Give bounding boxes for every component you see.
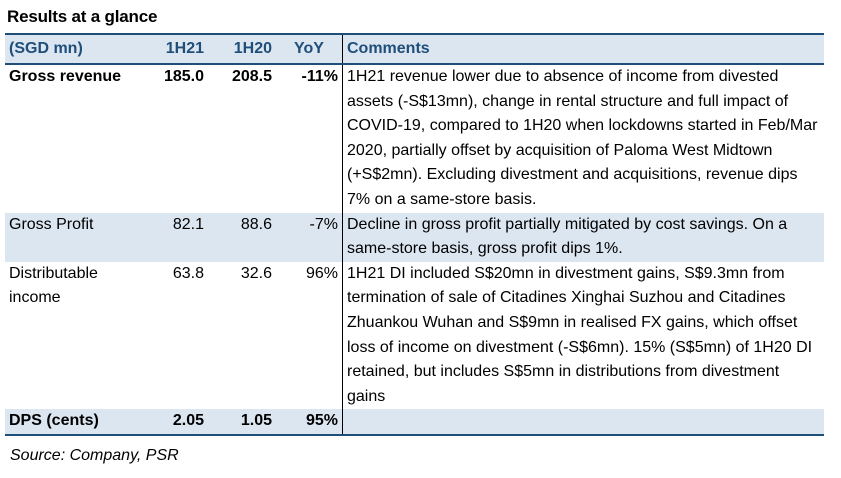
row-label: Gross Profit bbox=[5, 212, 141, 262]
value-1h20: 88.6 bbox=[208, 212, 276, 262]
row-comment: Decline in gross profit partially mitiga… bbox=[342, 212, 824, 262]
page-title: Results at a glance bbox=[7, 7, 158, 26]
row-comment: 1H21 DI included S$20mn in divestment ga… bbox=[347, 264, 813, 405]
table-header-row: (SGD mn) 1H21 1H20 YoY Comments bbox=[5, 33, 824, 65]
source-note: Source: Company, PSR bbox=[10, 447, 179, 464]
header-sgd-mn: (SGD mn) bbox=[5, 33, 141, 65]
row-label: DPS (cents) bbox=[5, 409, 141, 436]
value-yoy: 96% bbox=[276, 261, 343, 410]
results-table: (SGD mn) 1H21 1H20 YoY Comments Gross re… bbox=[5, 33, 824, 436]
value-yoy: -7% bbox=[276, 212, 343, 262]
value-1h20: 208.5 bbox=[231, 68, 272, 85]
header-1h21: 1H21 bbox=[141, 33, 208, 65]
value-yoy: 95% bbox=[276, 409, 343, 436]
value-1h20: 1.05 bbox=[208, 409, 276, 436]
header-1h20: 1H20 bbox=[208, 33, 276, 65]
table-row: DPS (cents) 2.05 1.05 95% bbox=[5, 409, 824, 436]
table-row: Gross revenue 185.0 208.5 -11% 1H21 reve… bbox=[5, 64, 824, 213]
table-row: Gross Profit 82.1 88.6 -7% Decline in gr… bbox=[5, 212, 824, 262]
row-comment bbox=[342, 409, 824, 436]
value-1h21: 82.1 bbox=[141, 212, 208, 262]
row-comment: 1H21 revenue lower due to absence of inc… bbox=[347, 68, 818, 208]
value-yoy: -11% bbox=[276, 64, 343, 213]
row-label: Distributable income bbox=[9, 264, 98, 307]
value-1h21: 185.0 bbox=[163, 68, 204, 85]
table-row: Distributable income 63.8 32.6 96% 1H21 … bbox=[5, 261, 824, 410]
header-yoy: YoY bbox=[276, 33, 343, 65]
header-comments: Comments bbox=[342, 33, 824, 65]
value-1h21: 63.8 bbox=[172, 264, 204, 282]
value-1h21: 2.05 bbox=[141, 409, 208, 436]
value-1h20: 32.6 bbox=[240, 264, 272, 282]
row-label: Gross revenue bbox=[9, 68, 122, 85]
